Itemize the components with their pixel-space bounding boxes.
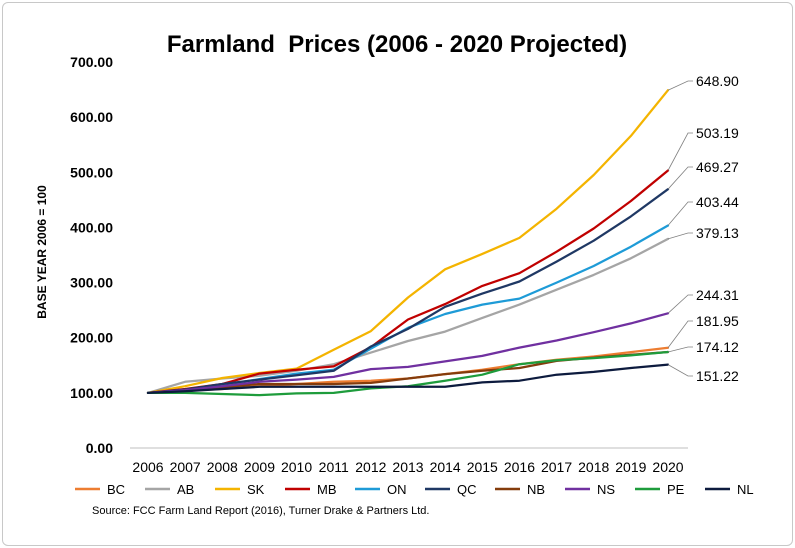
- data-label-leader: [667, 132, 693, 171]
- x-tick-label: 2008: [207, 459, 238, 475]
- legend-label-nl: NL: [737, 482, 754, 497]
- y-tick-label: 300.00: [70, 275, 113, 291]
- data-label-leader: [667, 80, 693, 91]
- end-value-label: 469.27: [696, 159, 739, 175]
- x-tick-label: 2017: [541, 459, 572, 475]
- series-line-nl: [146, 363, 670, 395]
- y-tick-label: 200.00: [70, 330, 113, 346]
- series-line-mb: [146, 169, 670, 395]
- y-tick-label: 700.00: [70, 54, 113, 70]
- series-line-ab: [146, 237, 670, 395]
- legend-label-bc: BC: [107, 482, 125, 497]
- end-value-label: 181.95: [696, 313, 739, 329]
- chart-title: Farmland Prices (2006 - 2020 Projected): [167, 31, 627, 58]
- data-label-leader: [667, 201, 693, 226]
- end-value-label: 174.12: [696, 339, 739, 355]
- x-tick-label: 2020: [652, 459, 683, 475]
- series-line-qc: [146, 188, 670, 395]
- end-value-label: 403.44: [696, 194, 739, 210]
- data-label-leader: [667, 232, 693, 240]
- legend-label-ab: AB: [177, 482, 194, 497]
- data-label-leader: [667, 166, 693, 190]
- y-tick-label: 100.00: [70, 385, 113, 401]
- legend-label-on: ON: [387, 482, 407, 497]
- end-value-label: 244.31: [696, 287, 739, 303]
- y-tick-label: 400.00: [70, 219, 113, 235]
- x-tick-label: 2015: [467, 459, 498, 475]
- y-axis-ticks: 0.00 100.00 200.00 300.00 400.00 500.00 600.00…: [70, 54, 113, 456]
- source-note: Source: FCC Farm Land Report (2016), Tur…: [92, 505, 429, 517]
- legend-label-pe: PE: [667, 482, 685, 497]
- legend-label-ns: NS: [597, 482, 615, 497]
- end-value-label: 151.22: [696, 368, 739, 384]
- x-tick-label: 2011: [319, 459, 349, 475]
- end-value-label: 379.13: [696, 225, 739, 241]
- x-axis-ticks: 2006 2007 2008 2009 2010 2011 2012 2013 2014 2015…: [132, 459, 683, 475]
- series-lines: [146, 89, 670, 397]
- x-tick-label: 2019: [615, 459, 646, 475]
- legend: BC AB SK MB ON QC NB NS PE NL: [75, 482, 754, 497]
- x-tick-label: 2007: [170, 459, 201, 475]
- data-label-leader: [667, 294, 693, 314]
- x-tick-label: 2016: [504, 459, 535, 475]
- legend-label-sk: SK: [247, 482, 265, 497]
- y-tick-label: 500.00: [70, 164, 113, 180]
- legend-label-nb: NB: [527, 482, 545, 497]
- data-label-leader: [667, 364, 693, 377]
- x-tick-label: 2013: [392, 459, 423, 475]
- end-value-label: 503.19: [696, 125, 739, 141]
- legend-label-qc: QC: [457, 482, 477, 497]
- y-tick-label: 600.00: [70, 109, 113, 125]
- y-tick-label: 0.00: [86, 440, 113, 456]
- x-tick-label: 2009: [244, 459, 275, 475]
- x-tick-label: 2010: [281, 459, 312, 475]
- data-label-leader: [667, 320, 693, 348]
- legend-label-mb: MB: [317, 482, 337, 497]
- x-tick-label: 2012: [355, 459, 386, 475]
- series-line-sk: [146, 89, 670, 395]
- x-tick-label: 2014: [430, 459, 461, 475]
- end-value-label: 648.90: [696, 73, 739, 89]
- series-line-ns: [146, 312, 670, 395]
- x-tick-label: 2006: [132, 459, 163, 475]
- x-tick-label: 2018: [578, 459, 609, 475]
- y-axis-label: BASE YEAR 2006 = 100: [35, 185, 49, 319]
- end-value-labels: 648.90 503.19 469.27 403.44 379.13 244.31 181.…: [667, 73, 739, 384]
- data-label-leader: [667, 346, 693, 353]
